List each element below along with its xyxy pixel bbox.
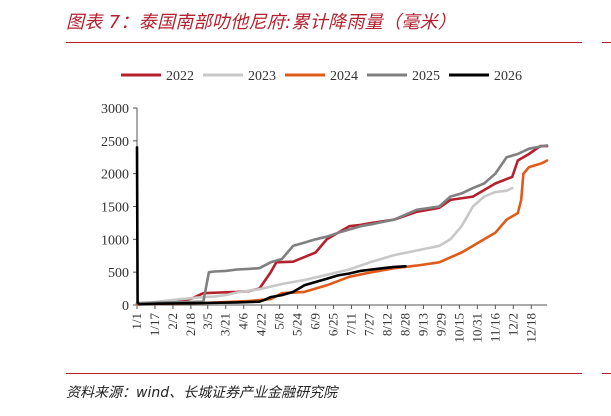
x-tick-label: 4/22: [254, 313, 269, 336]
plot-area: [135, 144, 549, 306]
x-tick-label: 6/25: [326, 313, 341, 336]
x-tick-label: 7/27: [362, 313, 377, 337]
y-axis: 0 500 1000 1500 2000 2500 3000: [101, 102, 138, 314]
x-tick-label: 2/18: [183, 313, 198, 336]
x-tick-label: 10/31: [469, 313, 484, 343]
x-tick-label: 12/2: [505, 313, 520, 336]
x-tick-label: 10/15: [451, 313, 466, 343]
legend-label-2026: 2026: [494, 69, 522, 84]
x-tick-label: 6/9: [308, 313, 323, 330]
edge-mark-top: [602, 42, 611, 43]
y-tick-label: 3000: [101, 102, 129, 117]
x-tick-label: 9/29: [433, 313, 448, 336]
series-line-2025: [135, 144, 549, 305]
x-tick-label: 1/17: [147, 313, 162, 337]
title-divider: [66, 42, 582, 43]
source-divider: [66, 373, 582, 374]
x-tick-label: 3/5: [200, 313, 215, 330]
y-tick-label: 1000: [101, 233, 129, 248]
legend-label-2022: 2022: [166, 69, 194, 84]
x-tick-label: 1/1: [129, 313, 144, 330]
series-line-2023: [135, 186, 514, 306]
y-tick-label: 2500: [101, 135, 129, 150]
legend-label-2025: 2025: [412, 69, 440, 84]
legend-label-2024: 2024: [330, 69, 358, 84]
series-line-2026: [135, 146, 407, 306]
x-tick-label: 7/11: [344, 313, 359, 336]
y-tick-label: 2000: [101, 168, 129, 183]
y-tick-label: 0: [122, 299, 129, 314]
edge-mark-bottom: [602, 373, 611, 374]
x-tick-label: 11/16: [487, 313, 502, 343]
legend-label-2023: 2023: [248, 69, 276, 84]
x-tick-label: 8/12: [379, 313, 394, 336]
x-tick-label: 5/24: [290, 313, 305, 337]
x-axis: 1/1 1/17 2/2 2/18 3/5 3/21 4/6 4/22 5/8 5/24 6/9 6/…: [129, 304, 547, 343]
x-tick-label: 12/18: [523, 313, 538, 343]
legend: 2022 2023 2024 2025 2026: [121, 69, 522, 84]
x-tick-label: 4/6: [236, 313, 251, 330]
x-tick-label: 2/2: [165, 313, 180, 330]
y-tick-label: 1500: [101, 201, 129, 216]
x-tick-label: 9/13: [415, 313, 430, 336]
y-tick-label: 500: [108, 266, 129, 281]
x-tick-label: 5/8: [272, 313, 287, 330]
x-tick-label: 8/28: [397, 313, 412, 336]
source-note: 资料来源：wind、长城证券产业金融研究院: [66, 385, 338, 401]
chart-title: 图表 7：泰国南部叻他尼府:累计降雨量（毫米）: [66, 12, 457, 33]
x-tick-label: 3/21: [218, 313, 233, 336]
